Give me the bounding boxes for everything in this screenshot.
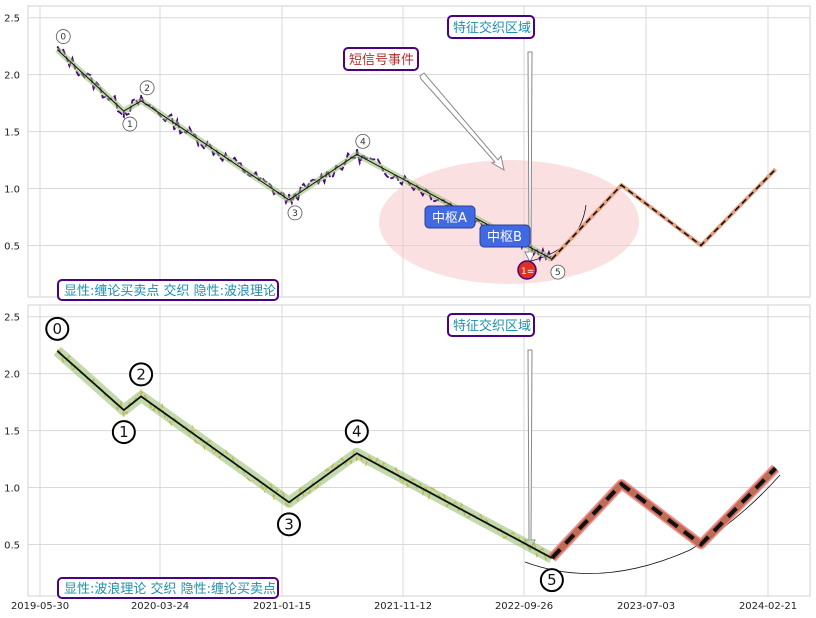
wave-marker-label: 3 <box>292 209 298 219</box>
wave-line <box>56 350 553 559</box>
buy-point-marker: 1= <box>517 260 537 280</box>
short-signal-text: 短信号事件 <box>349 53 414 68</box>
projection-line <box>550 466 778 560</box>
bottom-feature-zone-text: 特征交织区域 <box>453 318 531 334</box>
feature-zone-ellipse <box>379 160 639 284</box>
wave-marker-circle <box>45 316 70 341</box>
top-feature-zone-text: 特征交织区域 <box>453 20 531 36</box>
y-tick-label: 1.0 <box>4 484 20 495</box>
wave-marker-circle <box>355 133 371 149</box>
wave-marker-label: 0 <box>52 320 62 338</box>
short-signal-callout: 短信号事件 <box>343 47 419 71</box>
wave-marker-label: 1 <box>127 120 133 130</box>
top-feature-zone-callout: 特征交织区域 <box>447 15 535 39</box>
buy-point-text: 1= <box>521 267 534 277</box>
y-tick-label: 2.5 <box>4 313 20 324</box>
bottom-legend-text: 显性:波浪理论 交织 隐性:缠论买卖点 <box>64 581 276 597</box>
wave-marker-label: 4 <box>360 137 366 147</box>
wave-marker-circle <box>344 419 369 444</box>
top-legend-box: 显性:缠论买卖点 交织 隐性:波浪理论 <box>57 279 279 301</box>
wave-layer: 0 1 2 3 4 5 0 1 2 3 4 5 <box>45 29 780 593</box>
y-tick-label: 1.5 <box>4 427 20 438</box>
x-tick-label: 2020-03-24 <box>131 601 189 612</box>
wave-marker-label: 2 <box>144 84 150 94</box>
feature-zone-arrow <box>524 51 536 264</box>
y-tick-label: 1.5 <box>4 128 20 139</box>
hub-a-label: 中枢A <box>424 205 476 229</box>
short-signal-arrow <box>419 72 505 172</box>
bottom-curve-connector <box>524 474 781 574</box>
wave-marker-label: 4 <box>352 422 362 440</box>
hub-b-text: 中枢B <box>487 230 522 245</box>
hub-a-text: 中枢A <box>432 211 467 226</box>
y-tick-label: 0.5 <box>4 241 20 252</box>
wave-marker-circle <box>539 568 564 593</box>
wave-marker-circle <box>129 362 154 387</box>
x-tick-label: 2022-09-26 <box>495 601 553 612</box>
wave-marker-circle <box>276 512 301 537</box>
decor-layer <box>379 51 781 574</box>
x-tick-label: 2021-01-15 <box>253 601 311 612</box>
wave-marker-label: 1 <box>119 423 129 441</box>
wave-marker-label: 5 <box>555 268 561 278</box>
y-tick-label: 0.5 <box>4 540 20 551</box>
tick-layer: 0.5 1.0 1.5 2.0 2.5 0.5 1.0 1.5 2.0 2.5 2019-05-30… <box>4 14 797 612</box>
projection-line <box>551 168 777 260</box>
x-tick-label: 2023-07-03 <box>617 601 675 612</box>
top-legend-text: 显性:缠论买卖点 交织 隐性:波浪理论 <box>64 283 276 299</box>
bottom-feature-zone-callout: 特征交织区域 <box>447 313 535 337</box>
y-tick-label: 1.0 <box>4 185 20 196</box>
wave-marker-label: 0 <box>60 33 66 43</box>
wave-marker-circle <box>287 205 303 221</box>
wave-marker-label: 3 <box>284 515 294 533</box>
x-tick-label: 2019-05-30 <box>11 601 69 612</box>
wave-marker-circle <box>55 29 71 44</box>
wave-line <box>56 49 553 260</box>
wave-marker-circle <box>139 80 155 96</box>
wave-marker-circle <box>550 264 566 280</box>
wave-marker-circle <box>122 116 138 132</box>
bottom-legend-box: 显性:波浪理论 交织 隐性:缠论买卖点 <box>57 577 279 599</box>
x-tick-label: 2024-02-21 <box>739 601 797 612</box>
wave-marker-label: 2 <box>136 365 146 383</box>
y-tick-label: 2.5 <box>4 14 20 25</box>
wave-marker-label: 5 <box>547 571 557 589</box>
x-tick-label: 2021-11-12 <box>374 601 432 612</box>
y-tick-label: 2.0 <box>4 71 20 82</box>
bottom-panel-frame <box>27 304 811 597</box>
wave-marker-circle <box>111 420 136 445</box>
y-tick-label: 2.0 <box>4 370 20 381</box>
hub-b-label: 中枢B <box>479 224 531 248</box>
